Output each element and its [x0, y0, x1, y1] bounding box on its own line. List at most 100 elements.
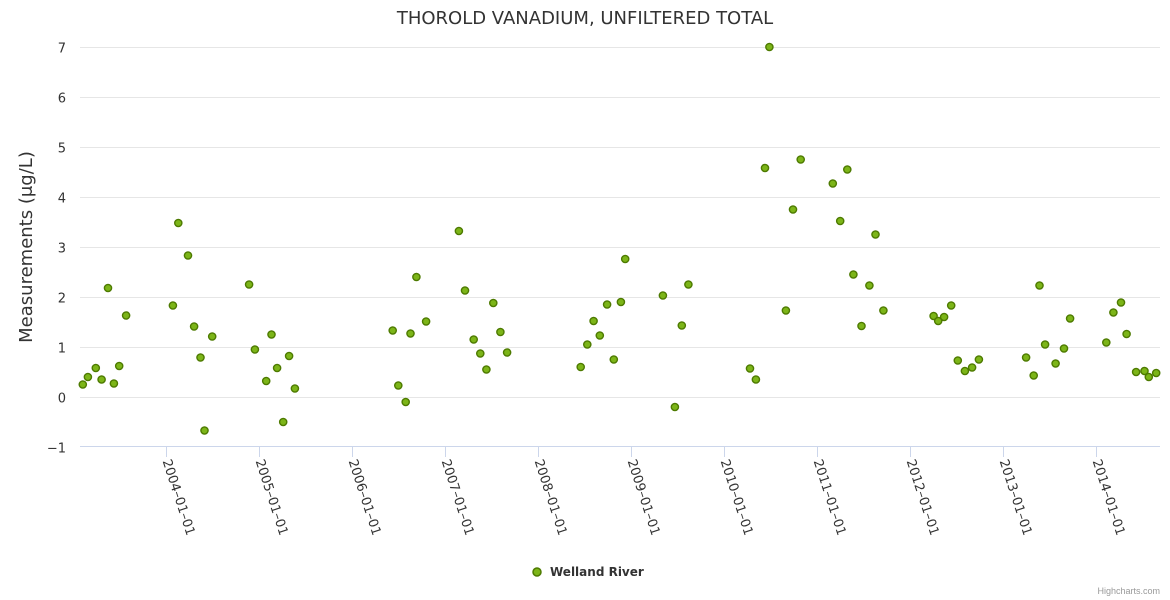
data-point[interactable]: [967, 363, 977, 372]
data-point[interactable]: [1151, 368, 1161, 378]
data-point[interactable]: [1116, 298, 1126, 307]
data-point[interactable]: [879, 306, 888, 315]
data-point[interactable]: [482, 365, 491, 374]
data-point[interactable]: [1131, 367, 1141, 377]
data-point[interactable]: [97, 375, 106, 384]
y-tick-label: 3: [58, 242, 66, 257]
data-point[interactable]: [121, 311, 131, 320]
data-point[interactable]: [1122, 329, 1131, 339]
data-point[interactable]: [796, 155, 806, 164]
data-point[interactable]: [272, 363, 282, 373]
data-point[interactable]: [412, 272, 421, 282]
y-tick-label: 1: [58, 342, 66, 357]
data-point[interactable]: [760, 163, 770, 173]
data-point[interactable]: [388, 326, 398, 335]
chart-title: THOROLD VANADIUM, UNFILTERED TOTAL: [396, 8, 773, 29]
data-point[interactable]: [589, 316, 598, 326]
series-welland-river: [78, 42, 1161, 435]
data-point[interactable]: [946, 301, 956, 310]
credits-link[interactable]: Highcharts.com: [1097, 586, 1160, 596]
data-point[interactable]: [278, 417, 288, 427]
data-point[interactable]: [960, 366, 970, 376]
y-axis-ticks: −1 0 1 2 3 4 5 6 7: [47, 42, 66, 457]
data-point[interactable]: [475, 349, 485, 358]
data-point[interactable]: [765, 42, 774, 52]
data-point[interactable]: [751, 375, 761, 384]
data-point[interactable]: [401, 397, 411, 407]
y-tick-label: 5: [58, 142, 66, 157]
data-point[interactable]: [1065, 314, 1075, 323]
data-point[interactable]: [1144, 372, 1154, 382]
data-point[interactable]: [189, 322, 199, 331]
data-point[interactable]: [78, 380, 88, 389]
y-tick-label: 4: [58, 192, 66, 207]
data-point[interactable]: [406, 329, 415, 338]
data-point[interactable]: [595, 331, 605, 340]
data-point[interactable]: [196, 353, 205, 362]
data-point[interactable]: [1021, 353, 1031, 362]
data-point[interactable]: [250, 345, 260, 354]
data-point[interactable]: [609, 355, 619, 364]
data-point[interactable]: [83, 372, 93, 382]
data-point[interactable]: [1051, 359, 1060, 368]
data-point[interactable]: [393, 381, 403, 390]
data-point[interactable]: [658, 291, 668, 300]
data-point[interactable]: [933, 316, 943, 326]
y-tick-label: −1: [47, 442, 66, 457]
data-point[interactable]: [109, 379, 119, 388]
data-point[interactable]: [865, 281, 874, 290]
data-point[interactable]: [953, 356, 963, 365]
data-point[interactable]: [469, 335, 479, 344]
data-point[interactable]: [460, 286, 470, 295]
data-point[interactable]: [454, 226, 464, 236]
data-point[interactable]: [939, 312, 949, 322]
data-point[interactable]: [290, 384, 300, 393]
data-point[interactable]: [828, 179, 838, 188]
data-point[interactable]: [684, 280, 693, 289]
data-point[interactable]: [496, 327, 505, 337]
data-point[interactable]: [1035, 281, 1044, 290]
data-point[interactable]: [267, 330, 276, 339]
data-point[interactable]: [974, 355, 984, 364]
data-point[interactable]: [602, 300, 612, 309]
data-point[interactable]: [1040, 340, 1050, 349]
data-point[interactable]: [1029, 371, 1038, 380]
data-point[interactable]: [620, 254, 630, 264]
data-point[interactable]: [200, 426, 209, 435]
data-point[interactable]: [207, 332, 217, 341]
data-point[interactable]: [1102, 338, 1111, 347]
data-point[interactable]: [843, 165, 852, 174]
data-point[interactable]: [616, 297, 626, 307]
data-point[interactable]: [103, 283, 113, 293]
data-point[interactable]: [421, 317, 431, 326]
legend-label-welland-river[interactable]: Welland River: [550, 565, 644, 579]
data-point[interactable]: [849, 270, 858, 279]
data-point[interactable]: [857, 321, 866, 331]
data-point[interactable]: [1059, 344, 1069, 353]
data-point[interactable]: [788, 205, 798, 214]
data-point[interactable]: [91, 363, 101, 373]
data-point[interactable]: [677, 321, 687, 330]
legend[interactable]: Welland River: [532, 565, 644, 579]
data-point[interactable]: [261, 376, 271, 386]
data-point[interactable]: [114, 361, 124, 371]
data-point[interactable]: [488, 298, 498, 308]
data-point[interactable]: [502, 348, 512, 357]
data-point[interactable]: [284, 351, 294, 361]
data-point[interactable]: [583, 340, 592, 349]
data-point[interactable]: [1140, 366, 1149, 376]
data-point[interactable]: [871, 230, 880, 239]
data-point[interactable]: [781, 306, 791, 315]
data-point[interactable]: [244, 280, 254, 289]
data-point[interactable]: [1109, 308, 1118, 317]
legend-marker[interactable]: [532, 567, 542, 577]
data-point[interactable]: [183, 251, 193, 260]
data-point[interactable]: [576, 362, 586, 372]
data-point[interactable]: [168, 301, 178, 310]
data-point[interactable]: [745, 364, 755, 373]
data-point[interactable]: [835, 216, 845, 226]
data-point[interactable]: [173, 218, 183, 228]
data-point[interactable]: [670, 402, 680, 412]
